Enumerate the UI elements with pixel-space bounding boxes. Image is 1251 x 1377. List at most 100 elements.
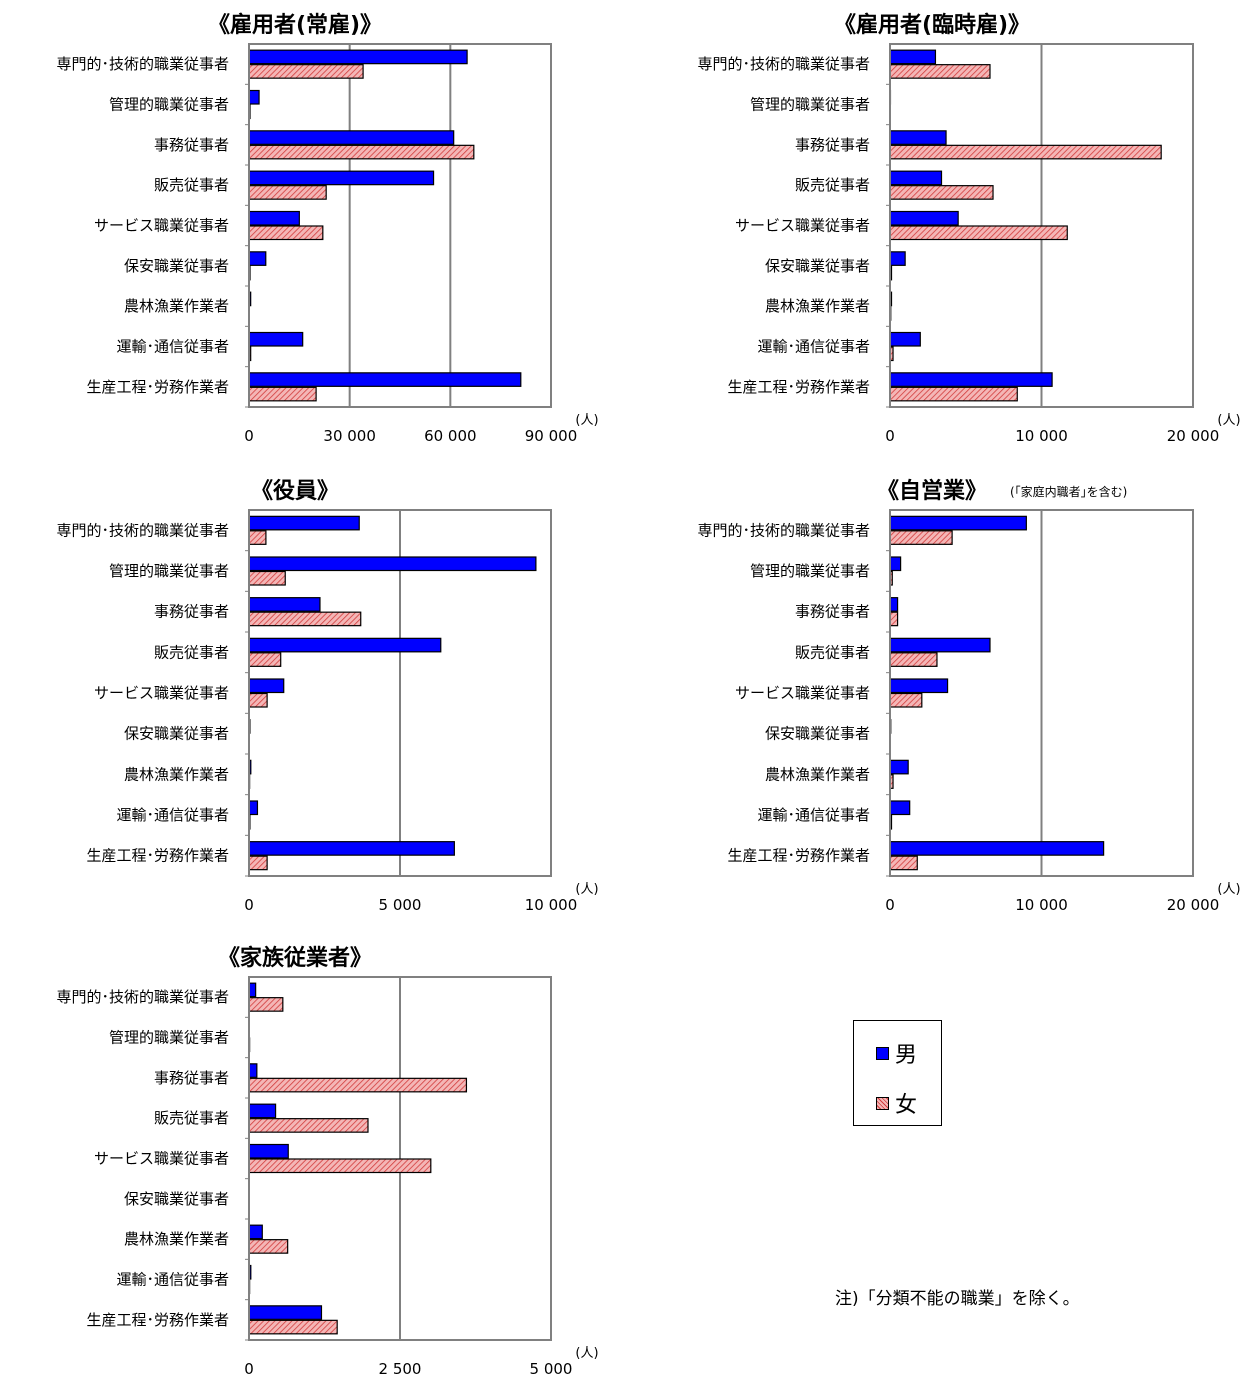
bar-male [889,556,902,572]
chart-title: 《自営業》 [877,478,987,504]
bar-male [248,1063,258,1078]
bar-female [889,64,991,79]
bar-female [889,652,938,667]
bar-male [248,597,321,612]
tick-label: 0 [885,896,895,914]
chart-title: 《雇用者(臨時雇)》 [834,12,1030,38]
category-label: 生産工程･労務作業者 [727,847,870,865]
category-label: 農林漁業作業者 [124,1230,229,1248]
chart-subtitle: (｢家庭内職者｣を含む) [1010,484,1127,499]
tick-label: 0 [244,896,254,914]
bar-male [248,130,455,145]
legend-item-female: 女 [876,1087,917,1119]
category-label: サービス職業従事者 [94,684,229,702]
legend-swatch-male [876,1046,889,1060]
bar-male [248,841,455,856]
chart-title: 《雇用者(常雇)》 [208,12,382,38]
category-label: サービス職業従事者 [94,217,229,235]
category-label: 専門的･技術的職業従事者 [56,988,229,1006]
category-label: 専門的･技術的職業従事者 [697,521,870,539]
category-label: 販売従事者 [154,176,229,194]
tick-label: 90 000 [525,427,578,445]
bar-female [248,1158,432,1174]
bar-female [248,185,327,200]
chart-2: 《役員》専門的･技術的職業従事者管理的職業従事者事務従事者販売従事者サービス職業… [56,479,598,914]
bar-male [889,170,943,186]
category-label: サービス職業従事者 [94,1150,229,1168]
bar-male [248,372,522,387]
category-label: 農林漁業作業者 [765,765,870,783]
bar-male [248,800,259,816]
chart-0: 《雇用者(常雇)》専門的･技術的職業従事者管理的職業従事者事務従事者販売従事者サ… [56,12,598,445]
category-label: 農林漁業作業者 [124,765,229,783]
bar-female [248,997,284,1012]
bar-female [248,386,317,402]
bar-male [889,841,1105,856]
chart-1: 《雇用者(臨時雇)》専門的･技術的職業従事者管理的職業従事者事務従事者販売従事者… [697,12,1240,445]
bar-female [889,386,1018,402]
category-label: 農林漁業作業者 [124,297,229,315]
category-label: 専門的･技術的職業従事者 [697,55,870,73]
bar-male [248,210,300,226]
category-label: 販売従事者 [154,643,229,661]
bar-female [889,144,1162,160]
tick-label: 30 000 [323,427,376,445]
category-label: 事務従事者 [154,603,229,621]
bar-female [889,692,923,708]
bar-female [248,855,268,871]
bar-male [248,89,260,105]
bar-female [248,1319,338,1335]
tick-label: 10 000 [1015,896,1068,914]
bar-male [248,515,360,531]
chart-4: 《家族従業者》専門的･技術的職業従事者管理的職業従事者事務従事者販売従事者サービ… [56,945,598,1377]
category-label: 生産工程･労務作業者 [86,847,229,865]
category-label: 運輸･通信従事者 [757,338,870,356]
bar-male [889,759,909,775]
bar-female [248,1239,289,1254]
bar-male [248,1224,263,1240]
legend-swatch-female [876,1096,889,1110]
legend-label-female: 女 [895,1093,918,1118]
bar-male [248,1143,289,1159]
category-label: 専門的･技術的職業従事者 [56,521,229,539]
unit-label: (人) [1217,413,1240,428]
bar-female [248,570,286,586]
unit-label: (人) [575,1346,598,1361]
tick-label: 20 000 [1167,427,1220,445]
bar-female [248,64,364,79]
category-label: 保安職業従事者 [765,725,870,743]
category-label: 販売従事者 [795,176,870,194]
tick-label: 10 000 [525,896,578,914]
category-label: 事務従事者 [154,136,229,154]
bar-male [248,331,304,347]
bar-female [248,1118,369,1133]
bar-female [889,225,1068,241]
bar-male [889,210,959,226]
tick-label: 60 000 [424,427,477,445]
category-label: 保安職業従事者 [765,257,870,275]
category-label: 生産工程･労務作業者 [86,1311,229,1329]
bar-male [889,597,899,612]
unit-label: (人) [1217,882,1240,897]
unit-label: (人) [575,413,598,428]
category-label: 事務従事者 [795,136,870,154]
category-label: 管理的職業従事者 [109,562,229,580]
category-label: 管理的職業従事者 [750,562,870,580]
tick-label: 10 000 [1015,427,1068,445]
category-label: 事務従事者 [795,603,870,621]
category-label: サービス職業従事者 [735,217,870,235]
footnote: 注)「分類不能の職業」を除く。 [835,1289,1080,1309]
category-label: 保安職業従事者 [124,1190,229,1208]
bar-female [889,611,899,627]
bar-male [248,1103,277,1119]
bar-male [889,678,949,694]
category-label: 管理的職業従事者 [109,1029,229,1047]
bar-male [248,1305,323,1320]
category-label: 専門的･技術的職業従事者 [56,55,229,73]
tick-label: 0 [885,427,895,445]
category-label: 事務従事者 [154,1069,229,1087]
category-label: 管理的職業従事者 [750,96,870,114]
bar-male [889,331,921,347]
bar-female [248,611,362,627]
